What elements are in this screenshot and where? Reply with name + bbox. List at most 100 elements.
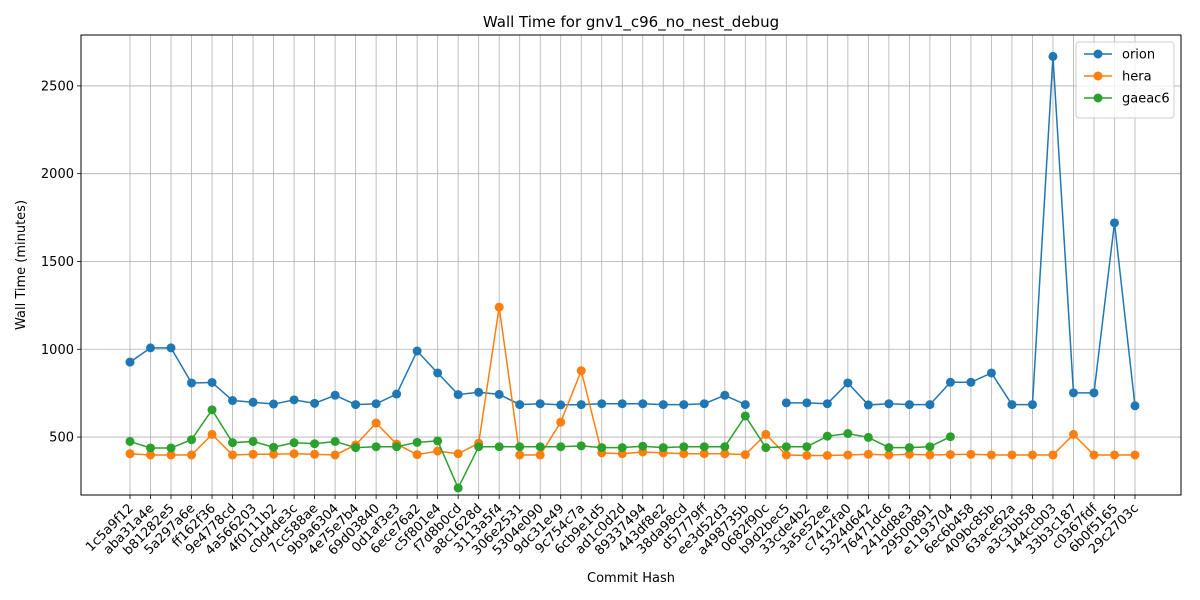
data-point-hera xyxy=(494,302,504,312)
data-point-orion xyxy=(535,399,545,409)
data-point-orion xyxy=(617,399,627,409)
data-point-gaeac6 xyxy=(515,442,525,452)
data-point-gaeac6 xyxy=(494,442,504,452)
legend-marker-hera xyxy=(1093,71,1103,81)
data-point-hera xyxy=(125,449,135,459)
x-axis-label: Commit Hash xyxy=(587,571,675,586)
data-point-hera xyxy=(1130,450,1140,460)
data-point-gaeac6 xyxy=(248,436,258,446)
data-point-hera xyxy=(822,450,832,460)
data-point-orion xyxy=(207,377,217,387)
data-point-orion xyxy=(453,390,463,400)
data-point-gaeac6 xyxy=(351,443,361,453)
data-point-orion xyxy=(125,357,135,367)
data-point-hera xyxy=(884,450,894,460)
data-point-gaeac6 xyxy=(597,443,607,453)
data-point-hera xyxy=(535,450,545,460)
data-point-gaeac6 xyxy=(535,442,545,452)
data-point-orion xyxy=(966,377,976,387)
data-point-hera xyxy=(146,450,156,460)
grid-lines xyxy=(81,35,1181,495)
data-point-gaeac6 xyxy=(146,443,156,453)
data-point-hera xyxy=(1089,450,1099,460)
data-point-orion xyxy=(146,343,156,353)
data-point-hera xyxy=(576,366,586,376)
data-point-hera xyxy=(412,450,422,460)
data-point-orion xyxy=(330,390,340,400)
data-point-gaeac6 xyxy=(556,442,566,452)
data-point-hera xyxy=(1048,450,1058,460)
data-point-orion xyxy=(597,399,607,409)
data-point-hera xyxy=(1027,450,1037,460)
data-point-hera xyxy=(1109,450,1119,460)
data-point-orion xyxy=(720,390,730,400)
data-point-orion xyxy=(740,400,750,410)
data-point-orion xyxy=(884,399,894,409)
data-point-hera xyxy=(1007,450,1017,460)
data-point-hera xyxy=(843,450,853,460)
data-point-hera xyxy=(556,417,566,427)
data-point-hera xyxy=(289,449,299,459)
data-point-gaeac6 xyxy=(330,436,340,446)
y-axis: 500 1000 1500 2000 2500 xyxy=(41,79,81,446)
data-point-gaeac6 xyxy=(925,442,935,452)
data-point-gaeac6 xyxy=(166,443,176,453)
data-point-orion xyxy=(576,400,586,410)
data-point-orion xyxy=(1007,400,1017,410)
data-point-orion xyxy=(658,400,668,410)
data-point-orion xyxy=(1027,400,1037,410)
data-point-gaeac6 xyxy=(125,436,135,446)
data-point-hera xyxy=(720,449,730,459)
legend: orion hera gaeac6 xyxy=(1075,41,1175,119)
legend-label-orion: orion xyxy=(1122,48,1155,63)
data-point-hera xyxy=(310,449,320,459)
y-tick-label: 1000 xyxy=(41,343,74,358)
data-point-orion xyxy=(289,395,299,405)
y-tick-label: 2000 xyxy=(41,167,74,182)
data-point-orion xyxy=(351,400,361,410)
data-point-orion xyxy=(863,400,873,410)
data-point-gaeac6 xyxy=(740,411,750,421)
data-point-hera xyxy=(269,449,279,459)
data-point-orion xyxy=(1109,218,1119,228)
data-point-orion xyxy=(1089,388,1099,398)
data-point-hera xyxy=(166,450,176,460)
data-point-hera xyxy=(781,450,791,460)
data-point-gaeac6 xyxy=(720,442,730,452)
data-point-hera xyxy=(802,450,812,460)
data-point-gaeac6 xyxy=(822,431,832,441)
data-point-gaeac6 xyxy=(412,437,422,447)
data-point-gaeac6 xyxy=(433,436,443,446)
data-point-gaeac6 xyxy=(187,435,197,445)
data-point-gaeac6 xyxy=(617,443,627,453)
data-point-hera xyxy=(761,429,771,439)
y-axis-label: Wall Time (minutes) xyxy=(14,200,29,330)
series-gaeac6 xyxy=(125,405,955,493)
legend-label-hera: hera xyxy=(1122,70,1152,85)
data-point-orion xyxy=(986,368,996,378)
data-point-gaeac6 xyxy=(843,429,853,439)
y-tick-label: 500 xyxy=(49,431,74,446)
series-layer xyxy=(125,51,1140,493)
data-point-gaeac6 xyxy=(207,405,217,415)
data-point-orion xyxy=(556,400,566,410)
data-point-orion xyxy=(1068,388,1078,398)
series-orion xyxy=(125,51,1140,411)
data-point-orion xyxy=(638,399,648,409)
data-point-gaeac6 xyxy=(802,442,812,452)
data-point-hera xyxy=(699,449,709,459)
data-point-gaeac6 xyxy=(289,438,299,448)
data-point-gaeac6 xyxy=(269,442,279,452)
data-point-gaeac6 xyxy=(658,443,668,453)
data-point-hera xyxy=(904,449,914,459)
data-point-hera xyxy=(986,450,996,460)
data-point-orion xyxy=(781,398,791,408)
data-point-hera xyxy=(207,429,217,439)
data-point-orion xyxy=(699,399,709,409)
data-point-hera xyxy=(248,449,258,459)
data-point-gaeac6 xyxy=(576,441,586,451)
data-point-gaeac6 xyxy=(863,432,873,442)
data-point-hera xyxy=(228,450,238,460)
data-point-hera xyxy=(515,450,525,460)
